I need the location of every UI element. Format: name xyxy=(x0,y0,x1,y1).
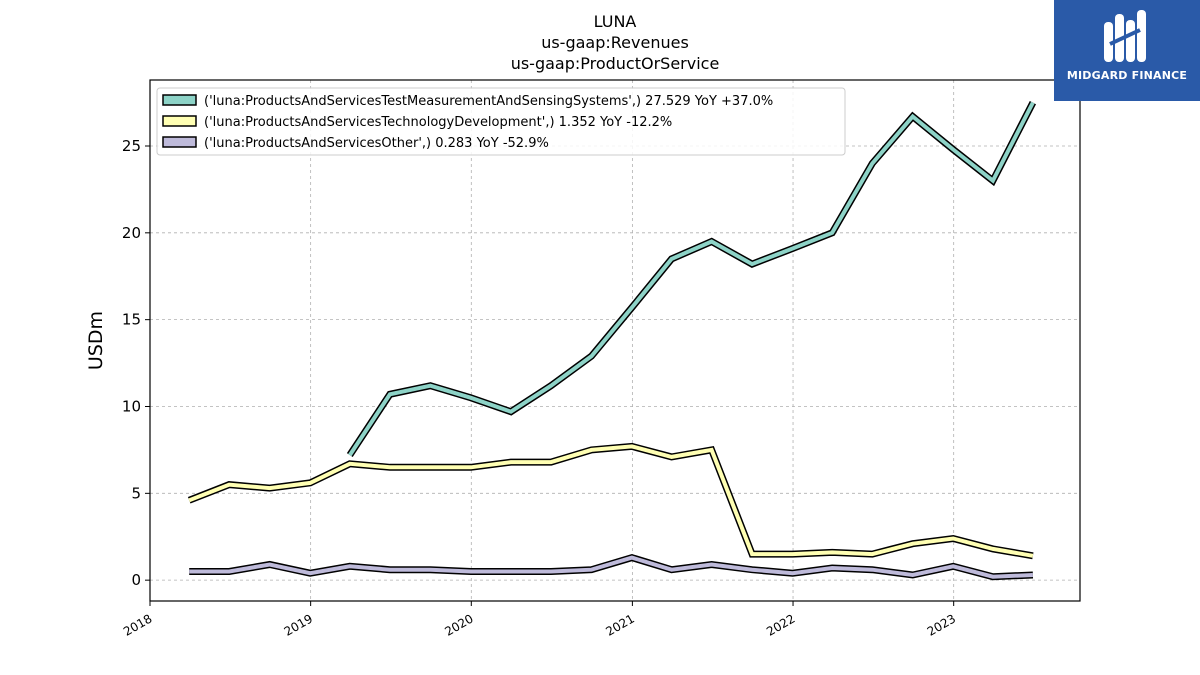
title-line-0: LUNA xyxy=(594,12,637,31)
logo-mark-icon xyxy=(1104,10,1146,62)
y-tick-label: 25 xyxy=(122,137,141,155)
x-tick-label: 2023 xyxy=(925,611,958,638)
legend-entry-2: ('luna:ProductsAndServicesOther',) 0.283… xyxy=(204,136,549,151)
y-axis-ticks: 0 5 10 15 20 25 xyxy=(122,137,150,589)
legend-entry-0: ('luna:ProductsAndServicesTestMeasuremen… xyxy=(204,94,773,109)
legend-box xyxy=(156,87,846,156)
series-outline-1 xyxy=(187,442,1034,560)
y-tick-label: 5 xyxy=(131,484,141,502)
midgard-finance-logo: MIDGARD FINANCE xyxy=(1054,0,1200,101)
x-tick-label: 2019 xyxy=(282,611,315,638)
series-line-1 xyxy=(188,444,1034,558)
legend-entry-1: ('luna:ProductsAndServicesTechnologyDeve… xyxy=(204,115,672,130)
series-line-0 xyxy=(348,101,1035,457)
x-tick-label: 2022 xyxy=(764,611,797,638)
legend-swatch-0 xyxy=(162,94,197,106)
y-tick-label: 10 xyxy=(122,397,141,415)
y-tick-label: 15 xyxy=(122,311,141,329)
title-line-1: us-gaap:Revenues xyxy=(541,33,689,52)
y-axis-label: USDm xyxy=(85,311,107,370)
legend-swatch-1 xyxy=(162,115,197,127)
x-tick-label: 2020 xyxy=(442,611,475,638)
chart-title: LUNA us-gaap:Revenues us-gaap:ProductOrSer… xyxy=(511,12,720,73)
legend-swatch-2 xyxy=(162,136,197,148)
x-tick-label: 2021 xyxy=(603,611,636,638)
x-tick-label: 2018 xyxy=(121,611,154,638)
x-axis-ticks: 2018 2019 2020 2021 2022 2023 xyxy=(121,601,958,639)
y-tick-label: 20 xyxy=(122,224,141,242)
logo-text: MIDGARD FINANCE xyxy=(1066,69,1188,82)
series-lines xyxy=(187,101,1037,581)
plot-frame xyxy=(149,79,1081,602)
title-line-2: us-gaap:ProductOrService xyxy=(511,54,720,73)
grid-lines xyxy=(149,80,1080,601)
y-tick-label: 0 xyxy=(131,571,141,589)
series-line-2 xyxy=(189,555,1033,579)
legend: ('luna:ProductsAndServicesTestMeasuremen… xyxy=(156,87,846,156)
